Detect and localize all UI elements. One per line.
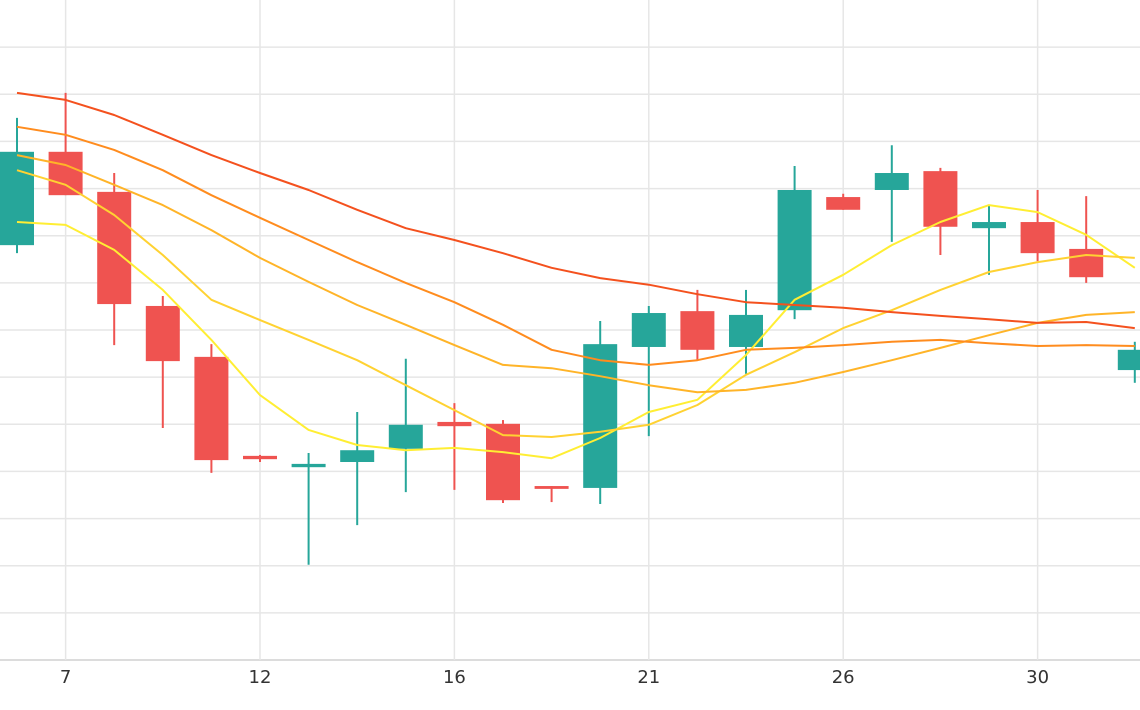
candle-body <box>97 191 132 305</box>
candle-body <box>388 424 423 449</box>
candle-body <box>826 197 861 210</box>
candle-body <box>340 450 375 462</box>
ma-line <box>16 125 1135 366</box>
candle-body <box>1117 349 1140 371</box>
candle-body <box>291 463 326 468</box>
candle-body <box>0 151 34 246</box>
candle-body <box>48 151 83 196</box>
candle-body <box>680 311 715 350</box>
candle-body <box>194 356 229 461</box>
x-tick-label: 26 <box>832 667 855 688</box>
x-tick-label: 12 <box>249 667 272 688</box>
x-tick-label: 30 <box>1026 667 1049 688</box>
x-tick-label: 7 <box>60 667 71 688</box>
candle-body <box>1020 222 1055 254</box>
candle-body <box>1069 248 1104 278</box>
ma-line <box>16 154 1135 394</box>
candle-body <box>631 313 666 347</box>
candle-body <box>243 455 277 460</box>
x-tick-label: 21 <box>637 667 660 688</box>
candle-body <box>777 189 812 311</box>
ma-line <box>16 169 1135 438</box>
candle-body <box>437 421 472 427</box>
x-tick-label: 16 <box>443 667 466 688</box>
candle-body <box>534 486 569 489</box>
candle-body <box>972 222 1006 229</box>
candle-body <box>583 344 618 488</box>
candle-body <box>874 173 909 190</box>
ma-line <box>16 204 1136 460</box>
ma-line <box>16 91 1135 330</box>
candle-body <box>145 305 180 362</box>
